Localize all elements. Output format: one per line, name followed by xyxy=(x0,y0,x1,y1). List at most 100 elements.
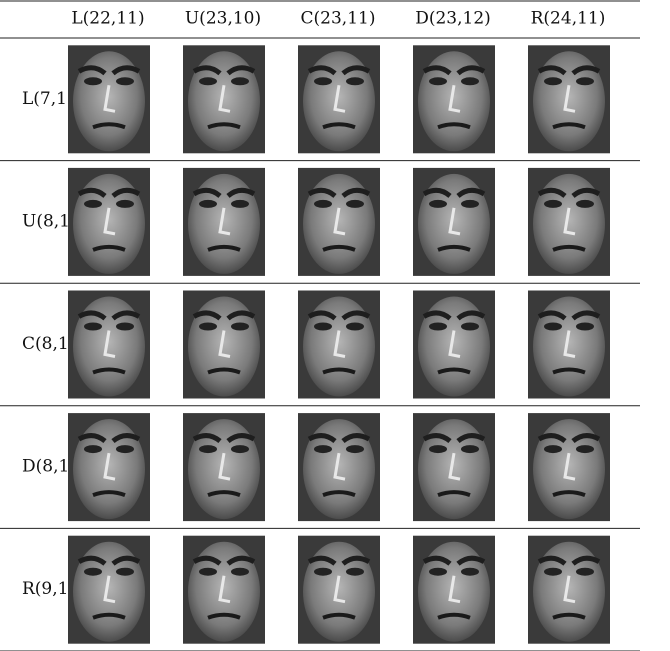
face xyxy=(73,174,145,274)
face-image xyxy=(68,168,150,276)
eye xyxy=(576,77,594,85)
face xyxy=(303,297,375,397)
eye xyxy=(84,568,102,576)
eye xyxy=(544,200,562,208)
eye xyxy=(199,77,217,85)
face xyxy=(418,542,490,642)
face-image xyxy=(183,45,265,153)
eye xyxy=(314,200,332,208)
face xyxy=(533,297,605,397)
row-label: R(9,1 xyxy=(22,579,68,599)
eye xyxy=(346,77,364,85)
face xyxy=(303,419,375,519)
face-image xyxy=(298,168,380,276)
eye xyxy=(116,323,134,331)
row-label: C(8,1 xyxy=(22,334,69,354)
face xyxy=(73,542,145,642)
face-image xyxy=(298,413,380,521)
face-image xyxy=(413,291,495,399)
eye xyxy=(199,445,217,453)
eye xyxy=(314,77,332,85)
face-image xyxy=(413,536,495,644)
face xyxy=(73,297,145,397)
eye xyxy=(461,445,479,453)
face-image xyxy=(68,413,150,521)
eye xyxy=(314,568,332,576)
eye xyxy=(199,200,217,208)
eye xyxy=(116,200,134,208)
eye xyxy=(429,200,447,208)
eye xyxy=(429,445,447,453)
eye xyxy=(461,77,479,85)
face xyxy=(73,51,145,151)
face xyxy=(188,51,260,151)
face-image xyxy=(68,536,150,644)
face xyxy=(418,297,490,397)
eye xyxy=(576,445,594,453)
face-image xyxy=(183,536,265,644)
face xyxy=(303,51,375,151)
face-image xyxy=(298,291,380,399)
face xyxy=(533,174,605,274)
eye xyxy=(576,200,594,208)
face xyxy=(188,542,260,642)
eye xyxy=(116,445,134,453)
eye xyxy=(84,323,102,331)
face-image xyxy=(298,536,380,644)
face-image xyxy=(528,168,610,276)
table-figure: L(22,11)U(23,10)C(23,11)D(23,12)R(24,11)… xyxy=(0,0,670,651)
eye xyxy=(544,77,562,85)
face-image xyxy=(68,45,150,153)
eye xyxy=(116,77,134,85)
eye xyxy=(429,77,447,85)
eye xyxy=(84,445,102,453)
face-image xyxy=(183,168,265,276)
eye xyxy=(429,568,447,576)
face-image xyxy=(68,291,150,399)
row-label: D(8,1 xyxy=(22,457,69,477)
face xyxy=(188,297,260,397)
row-label: L(7,1 xyxy=(22,89,67,109)
face-image xyxy=(528,413,610,521)
eye xyxy=(429,323,447,331)
eye xyxy=(199,568,217,576)
eye xyxy=(116,568,134,576)
face-image xyxy=(183,291,265,399)
eye xyxy=(199,323,217,331)
column-header: L(22,11) xyxy=(71,9,144,29)
eye xyxy=(231,200,249,208)
eye xyxy=(346,200,364,208)
face xyxy=(188,174,260,274)
eye xyxy=(346,445,364,453)
face xyxy=(533,419,605,519)
eye xyxy=(544,323,562,331)
face xyxy=(418,419,490,519)
eye xyxy=(84,200,102,208)
face xyxy=(533,51,605,151)
face-image xyxy=(413,413,495,521)
eye xyxy=(461,568,479,576)
face xyxy=(418,51,490,151)
eye xyxy=(231,445,249,453)
eye xyxy=(314,323,332,331)
face-image xyxy=(413,168,495,276)
eye xyxy=(346,323,364,331)
eye xyxy=(314,445,332,453)
face-image xyxy=(298,45,380,153)
eye xyxy=(544,445,562,453)
eye xyxy=(84,77,102,85)
face-image xyxy=(528,536,610,644)
face xyxy=(533,542,605,642)
face-image xyxy=(528,45,610,153)
face xyxy=(73,419,145,519)
eye xyxy=(231,77,249,85)
eye xyxy=(576,568,594,576)
eye xyxy=(461,323,479,331)
eye xyxy=(461,200,479,208)
column-header: D(23,12) xyxy=(415,9,491,29)
face xyxy=(418,174,490,274)
face xyxy=(303,174,375,274)
face-image xyxy=(413,45,495,153)
column-header: C(23,11) xyxy=(301,9,376,29)
row-label: U(8,1 xyxy=(22,211,70,231)
